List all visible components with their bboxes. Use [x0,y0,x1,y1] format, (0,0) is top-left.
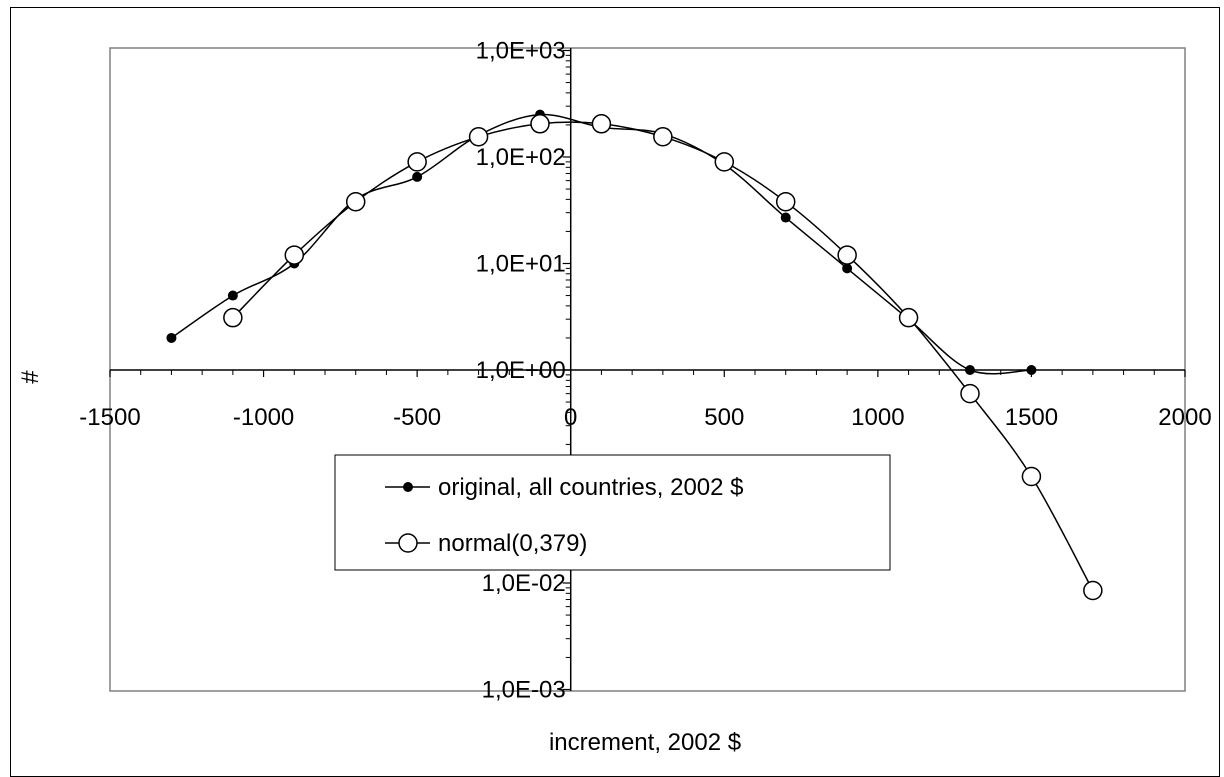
x-tick-label: 0 [564,404,577,431]
data-point-filled-0 [227,290,238,301]
legend-label-original: original, all countries, 2002 $ [438,474,744,501]
data-point-open-1 [714,152,735,172]
data-point-open-1 [837,245,857,265]
x-tick-label: -1500 [79,404,140,431]
data-point-filled-0 [412,171,423,182]
y-tick-label: 1,0E+03 [476,38,566,65]
data-point-open-1 [1083,580,1103,601]
y-tick-label: 1,0E+01 [476,251,566,278]
data-point-filled-0 [166,332,177,343]
y-tick-label: 1,0E+00 [476,357,566,384]
data-point-open-1 [223,307,243,328]
data-point-filled-0 [965,365,975,375]
y-tick-label: 1,0E-02 [482,570,566,597]
data-point-open-1 [960,383,980,404]
x-tick-label: 500 [704,404,744,431]
x-tick-label: 1500 [1005,404,1058,431]
data-point-open-1 [468,126,489,147]
y-axis-title: # [17,370,44,384]
x-tick-label: -1000 [233,404,294,431]
data-point-open-1 [775,192,796,212]
x-tick-label: 1000 [851,404,904,431]
axes-layer: -1500 -1000 -500 0 500 1000 1500 2000 1,0E+03 1,0… [79,38,1211,704]
data-point-open-1 [653,126,673,147]
data-point-open-1 [284,245,305,265]
series-line-0 [170,113,1032,375]
data-point-open-1 [898,307,919,328]
data-point-open-1 [1021,466,1042,487]
legend-marker-normal [398,533,418,553]
series-layer [166,109,1103,601]
x-axis-title: increment, 2002 $ [549,729,741,756]
x-tick-label: -500 [393,404,441,431]
data-point-open-1 [345,192,366,212]
chart-frame [10,7,1220,777]
data-point-filled-0 [842,263,853,274]
legend-label-normal: normal(0,379) [438,530,587,557]
data-point-open-1 [407,152,427,172]
legend-box [334,454,891,571]
data-point-filled-0 [1026,365,1037,375]
legend-marker-original [403,482,413,492]
data-point-filled-0 [780,212,791,223]
legend: original, all countries, 2002 $ normal(0… [334,454,891,571]
y-tick-label: 1,0E-03 [482,677,566,704]
y-tick-label: 1,0E+02 [476,144,566,171]
data-point-open-1 [530,114,550,134]
x-tick-label: 2000 [1158,404,1211,431]
data-point-open-1 [591,114,612,134]
